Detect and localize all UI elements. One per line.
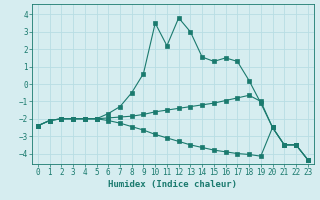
X-axis label: Humidex (Indice chaleur): Humidex (Indice chaleur) (108, 180, 237, 189)
